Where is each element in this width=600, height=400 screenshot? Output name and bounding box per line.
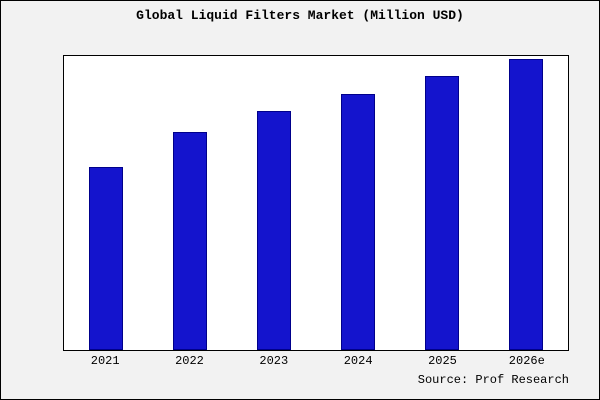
bar-2022: [173, 131, 207, 350]
x-tick-label-2021: 2021: [90, 354, 120, 368]
bar-column: [484, 56, 568, 350]
bars-container: [64, 56, 568, 350]
bar-column: [148, 56, 232, 350]
bar-2021: [89, 166, 123, 350]
x-tick-label-2025: 2025: [428, 354, 457, 368]
chart-title: Global Liquid Filters Market (Million US…: [136, 8, 464, 23]
x-tick-label-2024: 2024: [343, 354, 373, 368]
bar-column: [64, 56, 148, 350]
bar-2023: [257, 111, 291, 350]
plot-area: [63, 55, 569, 351]
bar-2025: [425, 76, 459, 350]
bar-2026e: [509, 58, 543, 350]
bar-2024: [341, 93, 375, 350]
bar-column: [232, 56, 316, 350]
bar-column: [400, 56, 484, 350]
x-tick-label-2022: 2022: [175, 354, 204, 368]
x-tick-label-2026e: 2026e: [508, 354, 545, 368]
source-text: Source: Prof Research: [417, 373, 569, 387]
bar-column: [316, 56, 400, 350]
x-axis-labels: 2021 2022 2023 2024 2025 2026e: [63, 354, 569, 368]
x-tick-label-2023: 2023: [259, 354, 289, 368]
